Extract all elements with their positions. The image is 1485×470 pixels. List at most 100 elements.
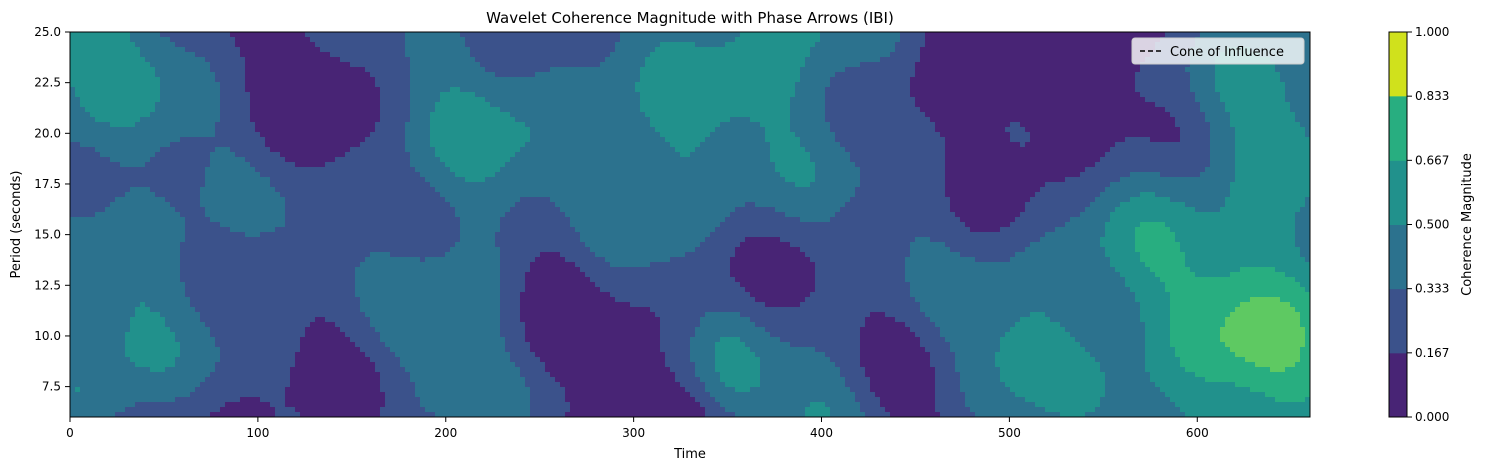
heatmap-cell xyxy=(910,62,916,68)
heatmap-cell xyxy=(1010,72,1016,78)
heatmap-cell xyxy=(1120,32,1126,38)
heatmap-cell xyxy=(960,122,966,128)
heatmap-cell xyxy=(100,67,106,73)
heatmap-cell xyxy=(815,62,821,68)
heatmap-cell xyxy=(625,42,631,48)
heatmap-cell xyxy=(1065,97,1071,103)
heatmap-cell xyxy=(845,67,851,73)
heatmap-cell xyxy=(1085,107,1091,113)
heatmap-cell xyxy=(940,97,946,103)
heatmap-cell xyxy=(725,57,731,63)
heatmap-cell xyxy=(90,57,96,63)
heatmap-cell xyxy=(190,92,196,98)
heatmap-cell xyxy=(1240,62,1246,68)
heatmap-cell xyxy=(905,72,911,78)
heatmap-cell xyxy=(105,77,111,83)
heatmap-cell xyxy=(485,62,491,68)
heatmap-cell xyxy=(215,132,221,138)
heatmap-cell xyxy=(450,67,456,73)
heatmap-cell xyxy=(940,42,946,48)
heatmap-cell xyxy=(545,32,551,38)
heatmap-cell xyxy=(640,57,646,63)
heatmap-cell xyxy=(380,52,386,58)
heatmap-cell xyxy=(1185,77,1191,83)
heatmap-cell xyxy=(520,82,526,88)
heatmap-cell xyxy=(815,87,821,93)
heatmap-cell xyxy=(950,57,956,63)
heatmap-cell xyxy=(295,67,301,73)
heatmap-cell xyxy=(500,72,506,78)
heatmap-cell xyxy=(780,122,786,128)
heatmap-cell xyxy=(905,102,911,108)
heatmap-cell xyxy=(1095,87,1101,93)
heatmap-cell xyxy=(755,57,761,63)
heatmap-cell xyxy=(655,32,661,38)
heatmap-cell xyxy=(125,107,131,113)
heatmap-cell xyxy=(1275,82,1281,88)
heatmap-cell xyxy=(915,37,921,43)
heatmap-cell xyxy=(180,122,186,128)
heatmap-cell xyxy=(925,112,931,118)
heatmap-cell xyxy=(655,97,661,103)
heatmap-cell xyxy=(90,72,96,78)
heatmap-cell xyxy=(995,102,1001,108)
heatmap-cell xyxy=(530,122,536,128)
heatmap-cell xyxy=(1305,72,1310,78)
heatmap-cell xyxy=(625,122,631,128)
heatmap-cell xyxy=(1100,87,1106,93)
heatmap-cell xyxy=(940,72,946,78)
heatmap-cell xyxy=(770,87,776,93)
heatmap-cell xyxy=(640,107,646,113)
heatmap-cell xyxy=(600,52,606,58)
heatmap-cell xyxy=(790,77,796,83)
heatmap-cell xyxy=(535,97,541,103)
heatmap-cell xyxy=(635,47,641,53)
heatmap-cell xyxy=(1235,102,1241,108)
heatmap-cell xyxy=(955,42,961,48)
heatmap-cell xyxy=(870,102,876,108)
heatmap-cell xyxy=(455,62,461,68)
heatmap-cell xyxy=(110,47,116,53)
heatmap-cell xyxy=(510,32,516,38)
heatmap-cell xyxy=(1190,87,1196,93)
heatmap-cell xyxy=(965,122,971,128)
heatmap-cell xyxy=(635,42,641,48)
heatmap-cell xyxy=(640,87,646,93)
heatmap-cell xyxy=(160,57,166,63)
heatmap-cell xyxy=(130,67,136,73)
heatmap-cell xyxy=(210,122,216,128)
heatmap-cell xyxy=(460,127,466,133)
heatmap-cell xyxy=(320,57,326,63)
heatmap-cell xyxy=(1055,47,1061,53)
heatmap-cell xyxy=(960,97,966,103)
heatmap-cell xyxy=(405,92,411,98)
heatmap-cell xyxy=(175,32,181,38)
heatmap-cell xyxy=(515,112,521,118)
heatmap-cell xyxy=(890,127,896,133)
heatmap-cell xyxy=(125,117,131,123)
heatmap-cell xyxy=(95,112,101,118)
heatmap-cell xyxy=(410,67,416,73)
heatmap-cell xyxy=(800,87,806,93)
heatmap-cell xyxy=(390,62,396,68)
heatmap-cell xyxy=(145,112,151,118)
heatmap-cell xyxy=(680,127,686,133)
heatmap-cell xyxy=(925,107,931,113)
heatmap-cell xyxy=(155,122,161,128)
heatmap-cell xyxy=(575,127,581,133)
heatmap-cell xyxy=(960,57,966,63)
heatmap-cell xyxy=(495,112,501,118)
heatmap-cell xyxy=(315,107,321,113)
heatmap-cell xyxy=(810,87,816,93)
heatmap-cell xyxy=(585,52,591,58)
heatmap-cell xyxy=(975,52,981,58)
heatmap-cell xyxy=(225,107,231,113)
heatmap-cell xyxy=(650,102,656,108)
heatmap-cell xyxy=(280,97,286,103)
heatmap-cell xyxy=(220,87,226,93)
heatmap-cell xyxy=(1290,87,1296,93)
heatmap-cell xyxy=(675,122,681,128)
heatmap-cell xyxy=(860,97,866,103)
heatmap-cell xyxy=(135,132,141,138)
heatmap-cell xyxy=(265,82,271,88)
